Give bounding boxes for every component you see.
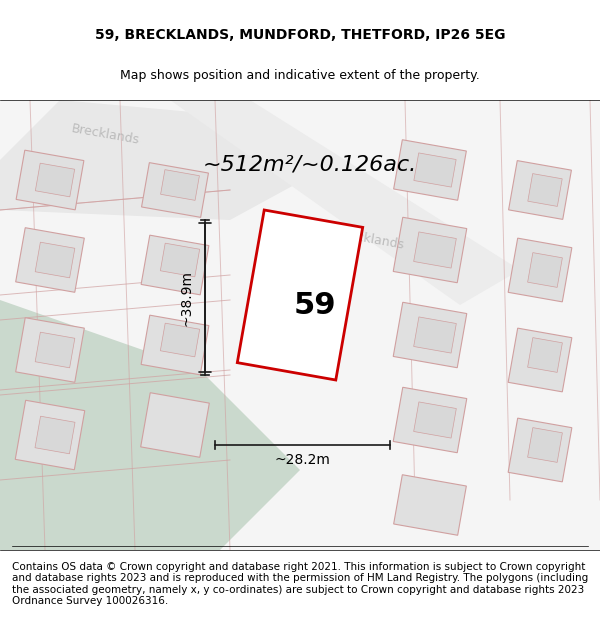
Polygon shape <box>35 332 75 367</box>
Text: ~38.9m: ~38.9m <box>180 269 194 326</box>
Polygon shape <box>394 475 466 535</box>
Text: Contains OS data © Crown copyright and database right 2021. This information is : Contains OS data © Crown copyright and d… <box>12 562 588 606</box>
Polygon shape <box>413 317 457 353</box>
Polygon shape <box>393 388 467 452</box>
Polygon shape <box>393 217 467 282</box>
Polygon shape <box>508 418 572 482</box>
Polygon shape <box>15 400 85 470</box>
Text: 59: 59 <box>293 291 337 319</box>
Polygon shape <box>141 315 209 375</box>
Text: ~512m²/~0.126ac.: ~512m²/~0.126ac. <box>203 155 417 175</box>
Polygon shape <box>160 243 200 277</box>
Polygon shape <box>0 300 300 550</box>
Polygon shape <box>35 242 75 278</box>
Polygon shape <box>508 328 572 392</box>
Polygon shape <box>35 163 74 197</box>
Polygon shape <box>413 402 457 438</box>
Polygon shape <box>141 235 209 295</box>
Text: Brecklands: Brecklands <box>335 228 405 253</box>
Polygon shape <box>508 238 572 302</box>
Polygon shape <box>142 162 208 217</box>
Polygon shape <box>16 228 85 292</box>
Polygon shape <box>16 318 85 382</box>
Polygon shape <box>528 174 562 206</box>
Polygon shape <box>414 153 456 187</box>
Polygon shape <box>527 338 562 372</box>
Polygon shape <box>161 169 199 201</box>
Polygon shape <box>527 253 562 288</box>
Polygon shape <box>509 161 571 219</box>
Polygon shape <box>393 302 467 368</box>
Text: 59, BRECKLANDS, MUNDFORD, THETFORD, IP26 5EG: 59, BRECKLANDS, MUNDFORD, THETFORD, IP26… <box>95 28 505 42</box>
Polygon shape <box>35 416 75 454</box>
Text: ~28.2m: ~28.2m <box>275 453 331 467</box>
Polygon shape <box>16 150 84 210</box>
Polygon shape <box>0 100 340 220</box>
Polygon shape <box>394 140 466 200</box>
Polygon shape <box>160 323 200 357</box>
Polygon shape <box>140 392 209 458</box>
Text: Map shows position and indicative extent of the property.: Map shows position and indicative extent… <box>120 69 480 81</box>
Text: Brecklands: Brecklands <box>70 122 140 148</box>
Polygon shape <box>170 100 520 305</box>
Polygon shape <box>527 428 562 462</box>
Polygon shape <box>413 232 457 268</box>
Polygon shape <box>238 210 362 380</box>
